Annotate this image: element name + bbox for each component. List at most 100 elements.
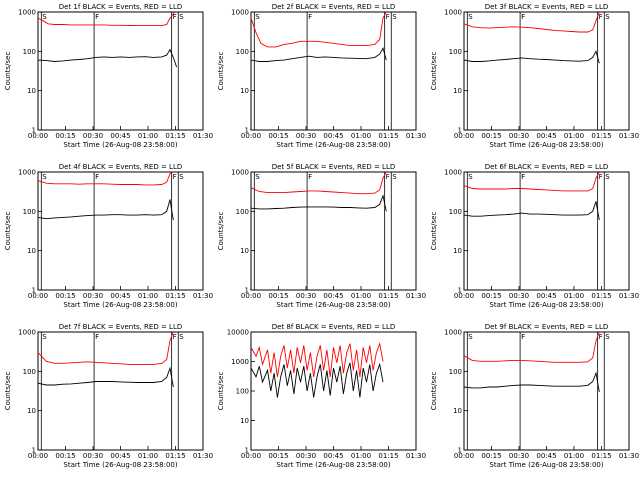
marker-label: S <box>605 13 610 21</box>
y-tick-label: 10 <box>27 87 36 95</box>
marker-label: S <box>179 333 184 341</box>
x-axis-label: Start Time (26-Aug-08 23:58:00) <box>489 141 603 149</box>
y-tick-label: 1000 <box>444 329 462 337</box>
x-tick-label: 00:45 <box>110 452 130 460</box>
y-tick-label: 10 <box>240 87 249 95</box>
x-axis-label: Start Time (26-Aug-08 23:58:00) <box>276 461 390 469</box>
x-tick-label: 01:30 <box>406 292 426 300</box>
y-tick-label: 100 <box>23 48 36 56</box>
series-lld <box>37 171 174 186</box>
marker-label: S <box>392 13 397 21</box>
x-axis-label: Start Time (26-Aug-08 23:58:00) <box>276 301 390 309</box>
y-axis-label: Counts/sec <box>217 372 225 411</box>
y-tick-label: 1 <box>32 127 36 135</box>
y-tick-label: 10 <box>240 247 249 255</box>
y-tick-label: 1000 <box>444 169 462 177</box>
marker-label: F <box>95 173 99 181</box>
marker-label: S <box>392 173 397 181</box>
y-axis-label: Counts/sec <box>430 52 438 91</box>
x-tick-label: 00:30 <box>83 292 103 300</box>
x-tick-label: 00:15 <box>268 132 288 140</box>
chart-title: Det 7f BLACK = Events, RED = LLD <box>59 323 182 331</box>
x-axis-label: Start Time (26-Aug-08 23:58:00) <box>63 141 177 149</box>
x-tick-label: 01:15 <box>591 132 611 140</box>
y-tick-label: 1000 <box>18 169 36 177</box>
marker-label: S <box>468 13 473 21</box>
chart-title: Det 3f BLACK = Events, RED = LLD <box>485 3 608 11</box>
x-tick-label: 00:15 <box>268 292 288 300</box>
series-lld <box>463 171 600 192</box>
x-tick-label: 00:15 <box>481 292 501 300</box>
y-tick-label: 1000 <box>18 329 36 337</box>
x-axis-label: Start Time (26-Aug-08 23:58:00) <box>489 461 603 469</box>
series-events <box>37 48 178 68</box>
marker-label: S <box>255 173 260 181</box>
chart-panel-6: Det 6f BLACK = Events, RED = LLD 1 10 100 10… <box>430 163 639 309</box>
x-tick-label: 01:30 <box>406 452 426 460</box>
y-axis-label: Counts/sec <box>4 212 12 251</box>
y-tick-label: 1 <box>245 127 249 135</box>
x-tick-label: 00:15 <box>55 132 75 140</box>
x-axis-label: Start Time (26-Aug-08 23:58:00) <box>63 301 177 309</box>
y-tick-label: 100 <box>236 208 249 216</box>
marker-label: S <box>179 13 184 21</box>
marker-label: F <box>599 173 603 181</box>
marker-label: S <box>605 333 610 341</box>
marker-label: S <box>468 333 473 341</box>
x-tick-label: 00:00 <box>454 292 474 300</box>
x-tick-label: 00:15 <box>55 452 75 460</box>
x-tick-label: 01:00 <box>351 452 371 460</box>
marker-label: F <box>521 173 525 181</box>
series-lld <box>463 11 600 33</box>
y-tick-label: 1 <box>32 447 36 455</box>
marker-label: S <box>179 173 184 181</box>
x-tick-label: 01:00 <box>138 132 158 140</box>
marker-label: F <box>173 173 177 181</box>
x-tick-label: 00:00 <box>28 452 48 460</box>
marker-label: S <box>42 333 47 341</box>
marker-label: F <box>308 13 312 21</box>
x-tick-label: 00:30 <box>83 452 103 460</box>
x-tick-label: 00:15 <box>268 452 288 460</box>
x-tick-label: 01:00 <box>564 292 584 300</box>
x-tick-label: 01:15 <box>378 132 398 140</box>
marker-label: S <box>42 173 47 181</box>
chart-panel-5: Det 5f BLACK = Events, RED = LLD 1 10 100 10… <box>217 163 426 309</box>
series-lld <box>37 331 174 365</box>
y-tick-label: 100 <box>236 388 249 396</box>
chart-title: Det 9f BLACK = Events, RED = LLD <box>485 323 608 331</box>
x-tick-label: 00:00 <box>241 292 261 300</box>
y-tick-label: 10 <box>453 247 462 255</box>
x-tick-label: 00:00 <box>241 132 261 140</box>
x-tick-label: 00:30 <box>296 292 316 300</box>
y-tick-label: 1000 <box>231 169 249 177</box>
chart-panel-4: Det 4f BLACK = Events, RED = LLD 1 10 100 10… <box>4 163 213 309</box>
y-tick-label: 100 <box>449 48 462 56</box>
y-axis-label: Counts/sec <box>4 372 12 411</box>
marker-label: F <box>599 13 603 21</box>
y-tick-label: 100 <box>23 368 36 376</box>
series-events <box>463 371 600 392</box>
x-tick-label: 01:30 <box>193 132 213 140</box>
marker-label: S <box>42 13 47 21</box>
y-tick-label: 1 <box>458 447 462 455</box>
x-tick-label: 00:00 <box>28 132 48 140</box>
x-tick-label: 01:00 <box>138 452 158 460</box>
x-tick-label: 01:15 <box>378 452 398 460</box>
marker-label: F <box>95 13 99 21</box>
y-tick-label: 10 <box>453 87 462 95</box>
chart-title: Det 6f BLACK = Events, RED = LLD <box>485 163 608 171</box>
y-tick-label: 10000 <box>227 329 249 337</box>
marker-label: S <box>605 173 610 181</box>
chart-panel-7: Det 7f BLACK = Events, RED = LLD 1 10 100 10… <box>4 323 213 469</box>
chart-title: Det 8f BLACK = Events, RED = LLD <box>272 323 395 331</box>
x-tick-label: 00:45 <box>323 132 343 140</box>
marker-label: F <box>386 173 390 181</box>
y-tick-label: 1000 <box>444 9 462 17</box>
x-tick-label: 01:15 <box>165 292 185 300</box>
series-lld <box>250 11 387 48</box>
x-axis-label: Start Time (26-Aug-08 23:58:00) <box>489 301 603 309</box>
x-tick-label: 01:15 <box>378 292 398 300</box>
x-tick-label: 00:00 <box>241 452 261 460</box>
y-tick-label: 1000 <box>231 9 249 17</box>
